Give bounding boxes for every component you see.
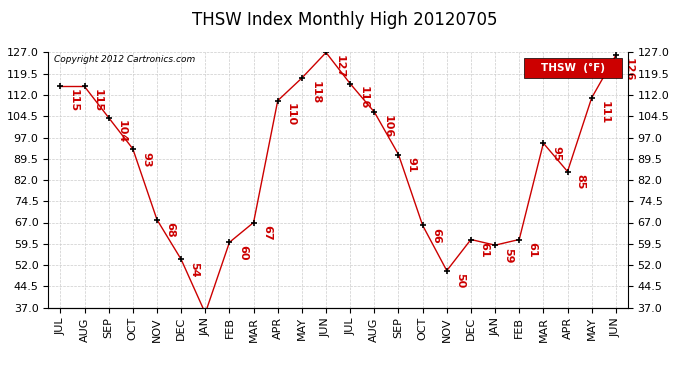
Text: 61: 61 <box>528 242 538 258</box>
Text: 126: 126 <box>624 58 634 81</box>
Text: 115: 115 <box>93 89 103 112</box>
Text: Copyright 2012 Cartronics.com: Copyright 2012 Cartronics.com <box>54 55 195 64</box>
Text: 50: 50 <box>455 273 465 289</box>
Text: 93: 93 <box>141 152 151 167</box>
Text: 60: 60 <box>238 245 248 261</box>
Text: 110: 110 <box>286 104 296 127</box>
FancyBboxPatch shape <box>524 58 622 78</box>
Text: 59: 59 <box>504 248 513 264</box>
Text: 95: 95 <box>552 146 562 162</box>
Text: 67: 67 <box>262 225 272 241</box>
Text: THSW  (°F): THSW (°F) <box>541 63 605 73</box>
Text: 61: 61 <box>480 242 489 258</box>
Text: 111: 111 <box>600 100 610 124</box>
Text: 106: 106 <box>383 115 393 138</box>
Text: 35: 35 <box>0 374 1 375</box>
Text: 118: 118 <box>310 81 320 104</box>
Text: 85: 85 <box>576 174 586 190</box>
Text: 104: 104 <box>117 120 127 144</box>
Text: 115: 115 <box>69 89 79 112</box>
Text: 116: 116 <box>359 87 368 110</box>
Text: THSW Index Monthly High 20120705: THSW Index Monthly High 20120705 <box>193 11 497 29</box>
Text: 68: 68 <box>166 222 175 238</box>
Text: 91: 91 <box>407 157 417 173</box>
Text: 66: 66 <box>431 228 441 244</box>
Text: 127: 127 <box>335 55 344 78</box>
Text: 54: 54 <box>190 262 199 278</box>
